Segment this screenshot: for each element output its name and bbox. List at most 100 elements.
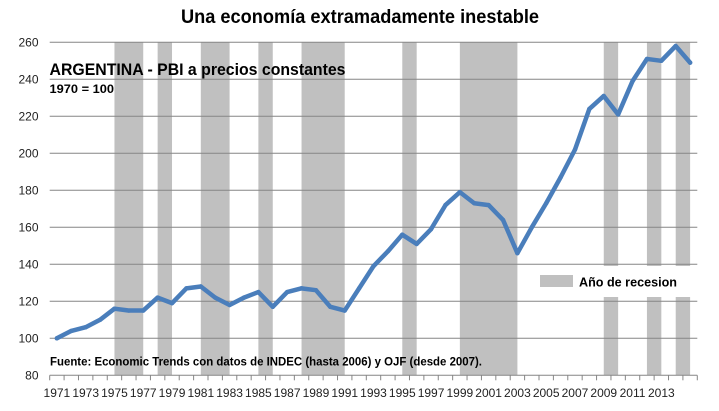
legend-swatch-recession [540,275,573,287]
data-point [428,226,434,232]
base-year-note: 1970 = 100 [50,84,115,96]
x-tick-label: 2013 [648,386,675,400]
y-tick-label: 140 [18,258,38,272]
chart-subtitle: ARGENTINA - PBI a precios constantes [50,60,346,79]
x-tick-label: 2007 [562,386,589,400]
data-point [385,249,391,254]
x-tick-label: 1995 [389,386,416,400]
x-tick-label: 1985 [245,386,272,400]
data-point [356,286,362,291]
recession-bar [603,42,619,376]
data-point [644,56,650,62]
data-point [198,284,204,289]
data-point [112,306,117,311]
data-point [515,251,520,256]
x-tick-label: 1979 [159,386,186,400]
data-point [342,308,347,313]
x-tick-label: 1989 [303,386,330,400]
data-point [284,289,290,295]
recession-bar [675,42,691,376]
recession-bar [402,42,417,376]
gridlines [49,41,698,376]
data-point [97,317,103,322]
data-point [54,336,60,341]
recession-bar [301,42,345,376]
series [54,43,693,341]
recession-bar [114,42,144,376]
x-tick-label: 1973 [72,386,99,400]
data-point [83,325,88,330]
x-tick-label: 2009 [590,386,617,400]
recession-bar [157,42,173,376]
x-tick-label: 1987 [274,386,301,400]
source-note: Fuente: Economic Trends con datos de IND… [50,357,482,369]
y-tick-label: 260 [18,36,38,50]
data-point [169,300,175,306]
data-point [472,201,477,206]
data-point [328,304,333,310]
y-tick-label: 120 [18,295,38,309]
y-tick-label: 180 [18,184,38,198]
data-point [673,43,678,49]
data-point [227,302,232,308]
x-tick-label: 1981 [187,386,214,400]
x-tick-label: 2005 [533,386,560,400]
data-point [371,263,376,269]
chart-title: Una economía extramadamente inestable [181,7,539,28]
x-tick-label: 2003 [504,386,531,400]
data-point [414,241,419,247]
recession-bar [646,42,662,376]
data-point [212,295,218,300]
x-tick-label: 1975 [101,386,128,400]
y-tick-label: 80 [25,369,39,383]
x-tick-label: 1993 [360,386,387,400]
data-point [126,308,132,313]
recession-bar [200,42,230,376]
recession-bar [459,42,518,376]
data-point [443,202,448,208]
data-point [601,93,606,99]
data-point [587,106,592,112]
data-point [400,232,405,237]
recession-bar [258,42,273,376]
y-tick-label: 200 [18,147,38,161]
data-point [500,217,506,223]
data-point [69,328,74,334]
y-tick-label: 220 [18,110,38,124]
data-point [558,175,563,180]
x-tick-label: 1983 [216,386,243,400]
y-axis-labels: 80 100 120 140 160 180 200 220 240 260 [18,36,38,383]
x-tick-label: 1977 [130,386,157,400]
data-point [687,60,693,65]
x-axis-labels: 1971 1973 1975 1977 1979 1981 1983 1985 1987 1989… [44,386,675,400]
y-tick-label: 240 [18,73,38,87]
data-point [630,78,635,84]
data-point [543,201,549,206]
data-point [572,147,578,152]
data-point [486,202,491,208]
y-tick-label: 160 [18,221,38,235]
data-point [241,295,247,300]
x-axis-ticks [49,375,698,381]
x-tick-label: 1999 [446,386,473,400]
data-point [615,112,621,117]
data-point [659,58,664,63]
data-point [256,289,261,295]
data-point [299,286,304,291]
legend: Año de recesion [530,266,697,297]
x-tick-label: 1971 [44,386,71,400]
x-tick-label: 1991 [331,386,358,400]
x-tick-label: 1997 [418,386,445,400]
y-tick-label: 100 [18,332,38,346]
data-point [529,225,535,230]
x-tick-label: 2001 [475,386,502,400]
data-point [457,189,463,195]
data-point [155,295,160,300]
data-point [141,308,146,313]
data-point [184,286,189,291]
data-point [270,304,275,310]
x-tick-label: 2011 [620,386,646,400]
legend-label-recession: Año de recesion [579,276,677,290]
